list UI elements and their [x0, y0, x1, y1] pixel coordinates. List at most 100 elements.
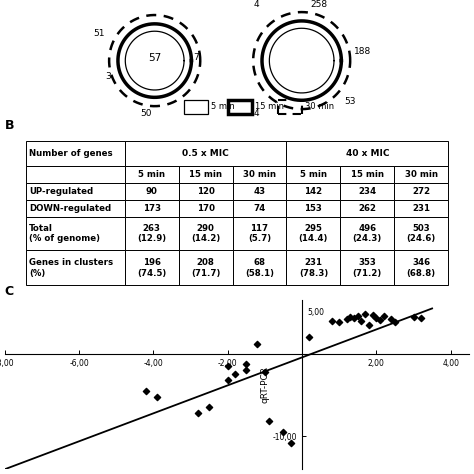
Text: 53: 53 — [344, 97, 356, 106]
Text: B: B — [5, 118, 14, 132]
Text: 272: 272 — [412, 187, 430, 196]
Bar — [125, 166, 179, 183]
Point — [350, 315, 358, 322]
Point — [380, 312, 388, 319]
Bar — [394, 166, 448, 183]
Text: 4: 4 — [253, 109, 259, 118]
Text: 30 min: 30 min — [405, 170, 438, 179]
Text: 188: 188 — [354, 47, 371, 56]
Text: 173: 173 — [143, 204, 161, 213]
Text: 0.5 x MIC: 0.5 x MIC — [182, 149, 229, 158]
Point — [346, 313, 354, 320]
Bar — [26, 166, 125, 183]
Text: 57: 57 — [148, 53, 161, 63]
Text: 258: 258 — [311, 0, 328, 9]
Bar — [125, 200, 179, 217]
Bar — [125, 141, 286, 166]
Text: 5,00: 5,00 — [308, 308, 325, 317]
Bar — [233, 183, 286, 200]
Text: 50: 50 — [140, 109, 152, 118]
Point — [365, 321, 373, 329]
Text: 295
(14.4): 295 (14.4) — [299, 224, 328, 244]
Text: 15 min: 15 min — [255, 102, 283, 111]
Text: 30 min: 30 min — [305, 102, 334, 111]
Text: 170: 170 — [197, 204, 215, 213]
Text: 51: 51 — [93, 29, 105, 38]
Point — [358, 317, 365, 325]
Point — [224, 376, 231, 384]
Text: 68
(58.1): 68 (58.1) — [245, 258, 274, 278]
Bar — [233, 217, 286, 250]
Bar — [286, 166, 340, 183]
Text: 353
(71.2): 353 (71.2) — [353, 258, 382, 278]
Point — [265, 418, 273, 425]
Point — [142, 387, 150, 395]
Point — [280, 428, 287, 436]
Point — [336, 319, 343, 326]
Bar — [179, 217, 233, 250]
Text: 43: 43 — [254, 187, 265, 196]
Text: 262: 262 — [358, 204, 376, 213]
Point — [328, 317, 336, 325]
Text: 263
(12.9): 263 (12.9) — [137, 224, 166, 244]
Bar — [26, 217, 125, 250]
Text: Number of genes: Number of genes — [29, 149, 113, 158]
Text: 3: 3 — [105, 72, 110, 81]
Point — [376, 316, 384, 324]
Point — [354, 312, 362, 319]
Point — [410, 313, 417, 320]
Text: 142: 142 — [304, 187, 322, 196]
Point — [369, 311, 376, 319]
Point — [361, 310, 369, 318]
Bar — [179, 166, 233, 183]
Text: 15 min: 15 min — [351, 170, 384, 179]
Point — [306, 334, 313, 341]
Bar — [286, 217, 340, 250]
Text: 117
(5.7): 117 (5.7) — [248, 224, 271, 244]
Bar — [286, 200, 340, 217]
Text: DOWN-regulated: DOWN-regulated — [29, 204, 111, 213]
Bar — [340, 250, 394, 285]
Text: 503
(24.6): 503 (24.6) — [407, 224, 436, 244]
Text: Genes in clusters
(%): Genes in clusters (%) — [29, 258, 113, 278]
Text: 120: 120 — [197, 187, 215, 196]
Point — [224, 363, 231, 370]
Text: 346
(68.8): 346 (68.8) — [407, 258, 436, 278]
Bar — [179, 250, 233, 285]
Point — [243, 360, 250, 367]
Bar — [286, 250, 340, 285]
Point — [387, 315, 395, 323]
Text: 30 min: 30 min — [243, 170, 276, 179]
Point — [231, 371, 239, 378]
Bar — [340, 217, 394, 250]
Point — [287, 439, 295, 447]
Bar — [394, 200, 448, 217]
Text: 5 min: 5 min — [210, 102, 234, 111]
Text: Total
(% of genome): Total (% of genome) — [29, 224, 100, 244]
Point — [194, 410, 202, 417]
Bar — [26, 141, 125, 166]
Point — [343, 315, 350, 323]
Text: 231
(78.3): 231 (78.3) — [299, 258, 328, 278]
Point — [391, 319, 399, 326]
Point — [243, 366, 250, 374]
Point — [254, 340, 261, 348]
Bar — [340, 183, 394, 200]
Bar — [125, 250, 179, 285]
Bar — [233, 200, 286, 217]
Point — [373, 314, 380, 321]
Bar — [233, 250, 286, 285]
Text: 15 min: 15 min — [189, 170, 222, 179]
Text: 4: 4 — [253, 0, 259, 9]
Text: 5 min: 5 min — [138, 170, 165, 179]
Text: 290
(14.2): 290 (14.2) — [191, 224, 220, 244]
Text: 234: 234 — [358, 187, 376, 196]
Bar — [179, 200, 233, 217]
Bar — [394, 183, 448, 200]
Text: UP-regulated: UP-regulated — [29, 187, 93, 196]
Bar — [340, 166, 394, 183]
Bar — [26, 183, 125, 200]
Bar — [179, 183, 233, 200]
Text: 74: 74 — [254, 204, 265, 213]
Bar — [125, 217, 179, 250]
